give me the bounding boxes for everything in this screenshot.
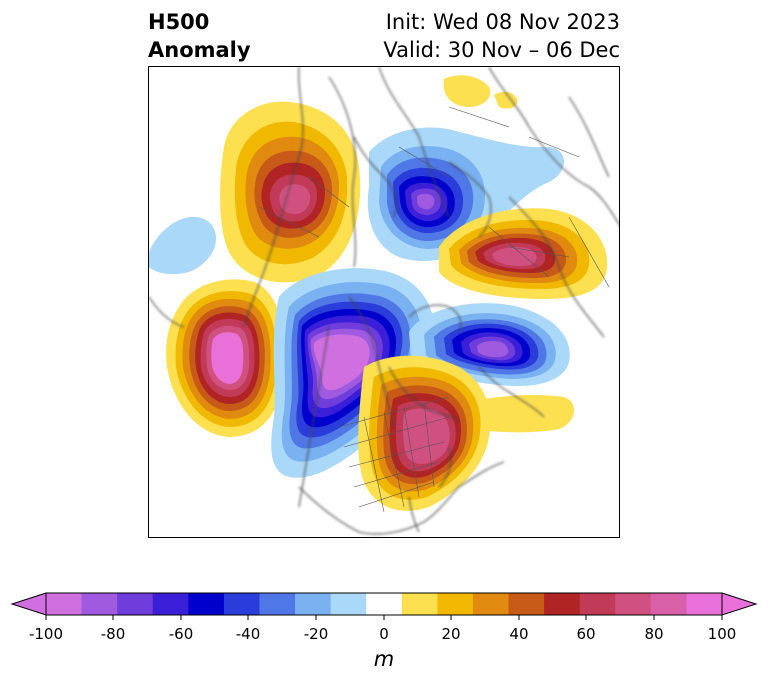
colorbar-unit-label: m xyxy=(374,647,394,671)
colorbar-bin xyxy=(46,593,83,615)
colorbar-tick-label: -20 xyxy=(304,625,329,643)
colorbar-bin xyxy=(437,593,474,615)
north-atlantic-trough-anomaly xyxy=(409,303,570,387)
colorbar-high-extension xyxy=(721,592,758,616)
colorbar-bin xyxy=(544,593,581,615)
anomaly-map xyxy=(149,67,619,535)
map-title: H500 Anomaly xyxy=(148,8,251,64)
colorbar-bin xyxy=(81,593,118,615)
colorbar-low-extension xyxy=(10,592,47,616)
colorbar-bin xyxy=(401,593,438,615)
east-ridge-anomaly xyxy=(439,208,608,299)
colorbar-bin xyxy=(508,593,545,615)
colorbar-bin xyxy=(472,593,510,615)
colorbar-bin xyxy=(615,593,652,615)
colorbar: -100 -80 -60 -40 -20 0 20 40 60 80 100 m xyxy=(10,592,758,671)
alaska-ridge-anomaly xyxy=(220,101,361,283)
western-canada-trough-anomaly xyxy=(271,268,435,478)
siberia-ridge-anomaly xyxy=(443,75,518,109)
colorbar-tick-label: 60 xyxy=(576,625,595,643)
colorbar-bins xyxy=(46,593,723,615)
colorbar-bin xyxy=(259,593,296,615)
west-pacific-negative-anomaly xyxy=(149,216,217,275)
colorbar-bin xyxy=(579,593,616,615)
init-date: Init: Wed 08 Nov 2023 xyxy=(385,10,620,34)
map-dates: Init: Wed 08 Nov 2023 Valid: 30 Nov – 06… xyxy=(383,8,620,64)
colorbar-bin xyxy=(223,593,260,615)
colorbar-bin xyxy=(366,593,403,615)
map-panel xyxy=(148,66,620,538)
colorbar-bin xyxy=(117,593,154,615)
colorbar-tick-label: 100 xyxy=(708,625,737,643)
colorbar-bin xyxy=(330,593,367,615)
colorbar-tick-label: 80 xyxy=(644,625,663,643)
colorbar-tick-label: -40 xyxy=(236,625,261,643)
colorbar-tick-label: 20 xyxy=(441,625,460,643)
valid-range: Valid: 30 Nov – 06 Dec xyxy=(383,38,620,62)
colorbar-bin xyxy=(152,593,189,615)
colorbar-tick-label: -60 xyxy=(169,625,194,643)
colorbar-bin xyxy=(686,593,723,615)
colorbar-tick-label: -100 xyxy=(29,625,63,643)
colorbar-bin xyxy=(650,593,687,615)
colorbar-ticks: -100 -80 -60 -40 -20 0 20 40 60 80 100 xyxy=(29,615,736,643)
title-field-type: Anomaly xyxy=(148,38,251,62)
coastlines xyxy=(149,67,619,535)
colorbar-tick-label: -80 xyxy=(101,625,126,643)
title-variable: H500 xyxy=(148,10,210,34)
arctic-trough-anomaly xyxy=(367,127,564,262)
pacific-trough-anomaly xyxy=(166,279,286,437)
colorbar-tick-label: 40 xyxy=(509,625,528,643)
colorbar-bin xyxy=(295,593,332,615)
political-borders xyxy=(258,106,610,513)
colorbar-tick-label: 0 xyxy=(379,625,389,643)
colorbar-bin xyxy=(188,593,225,615)
